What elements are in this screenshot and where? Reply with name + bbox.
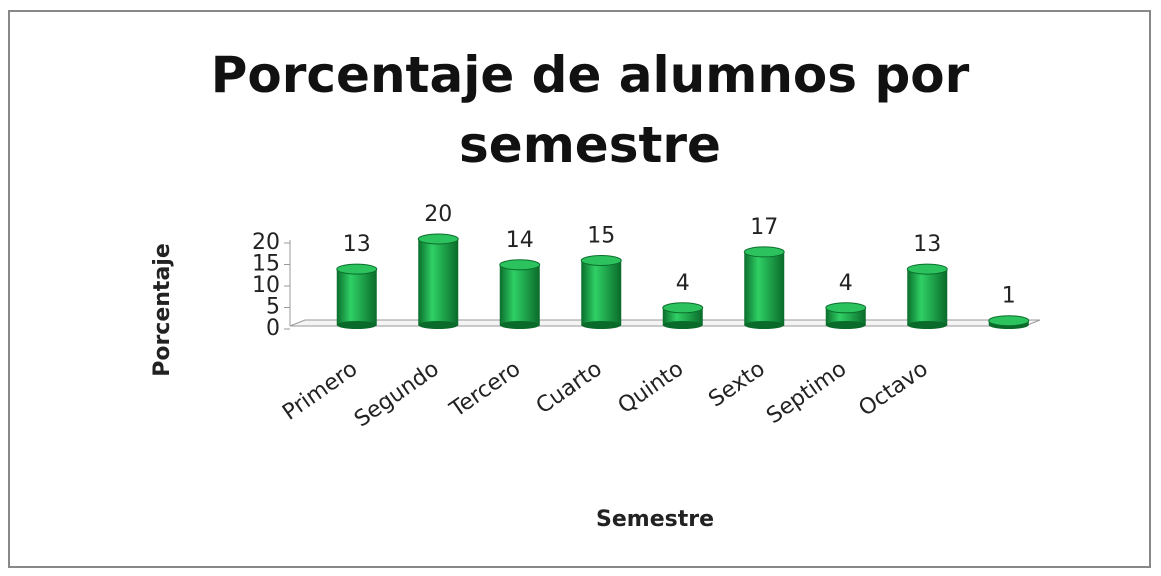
- bar-cap: [825, 302, 867, 314]
- bar-cap: [988, 315, 1030, 327]
- x-axis-label: Semestre: [596, 507, 714, 532]
- x-tick-label: Quinto: [614, 356, 688, 419]
- x-tick-label: Septimo: [762, 356, 851, 429]
- bar-cap: [662, 302, 704, 314]
- x-tick-label: Tercero: [445, 356, 525, 423]
- bar-base: [744, 321, 785, 329]
- bar-cap: [743, 246, 785, 258]
- x-tick-label: Cuarto: [532, 356, 607, 419]
- bar: [744, 251, 785, 325]
- bar: [581, 260, 622, 325]
- bar-base: [581, 321, 622, 329]
- data-label: 4: [676, 271, 690, 296]
- y-tick-label: 0: [266, 316, 280, 341]
- bar-cap: [336, 263, 378, 275]
- y-tick-label: 15: [252, 252, 280, 277]
- data-label: 17: [750, 215, 778, 240]
- bar: [336, 269, 377, 325]
- data-label: 20: [424, 202, 452, 227]
- bar-cap: [906, 263, 948, 275]
- data-label: 14: [506, 228, 534, 253]
- bar: [907, 269, 948, 325]
- bar: [499, 264, 540, 325]
- bar-cap: [499, 259, 541, 271]
- data-label: 13: [343, 232, 371, 257]
- data-label: 13: [913, 232, 941, 257]
- bar-base: [336, 321, 377, 329]
- y-tick-label: 20: [252, 230, 280, 255]
- bar-cap: [580, 255, 622, 266]
- bar-base: [418, 321, 459, 329]
- data-label: 15: [587, 224, 615, 249]
- x-tick-label: Segundo: [350, 356, 444, 432]
- bar: [418, 239, 459, 325]
- y-tick-label: 5: [266, 295, 280, 320]
- bar-base: [907, 321, 948, 329]
- data-label: 4: [839, 271, 853, 296]
- bar-base: [825, 321, 866, 329]
- x-tick-label: Primero: [278, 356, 362, 425]
- y-tick-label: 10: [252, 273, 280, 298]
- chart-title: Porcentaje de alumnos por semestre: [210, 46, 970, 174]
- x-tick-label: Octavo: [854, 356, 932, 421]
- bar-base: [662, 321, 703, 329]
- data-label: 1: [1002, 284, 1016, 309]
- bar-base: [499, 321, 540, 329]
- bar-cap: [417, 233, 459, 245]
- y-axis-label: Porcentaje: [150, 243, 175, 377]
- x-tick-label: Sexto: [704, 356, 769, 412]
- chart-frame: [8, 10, 1151, 568]
